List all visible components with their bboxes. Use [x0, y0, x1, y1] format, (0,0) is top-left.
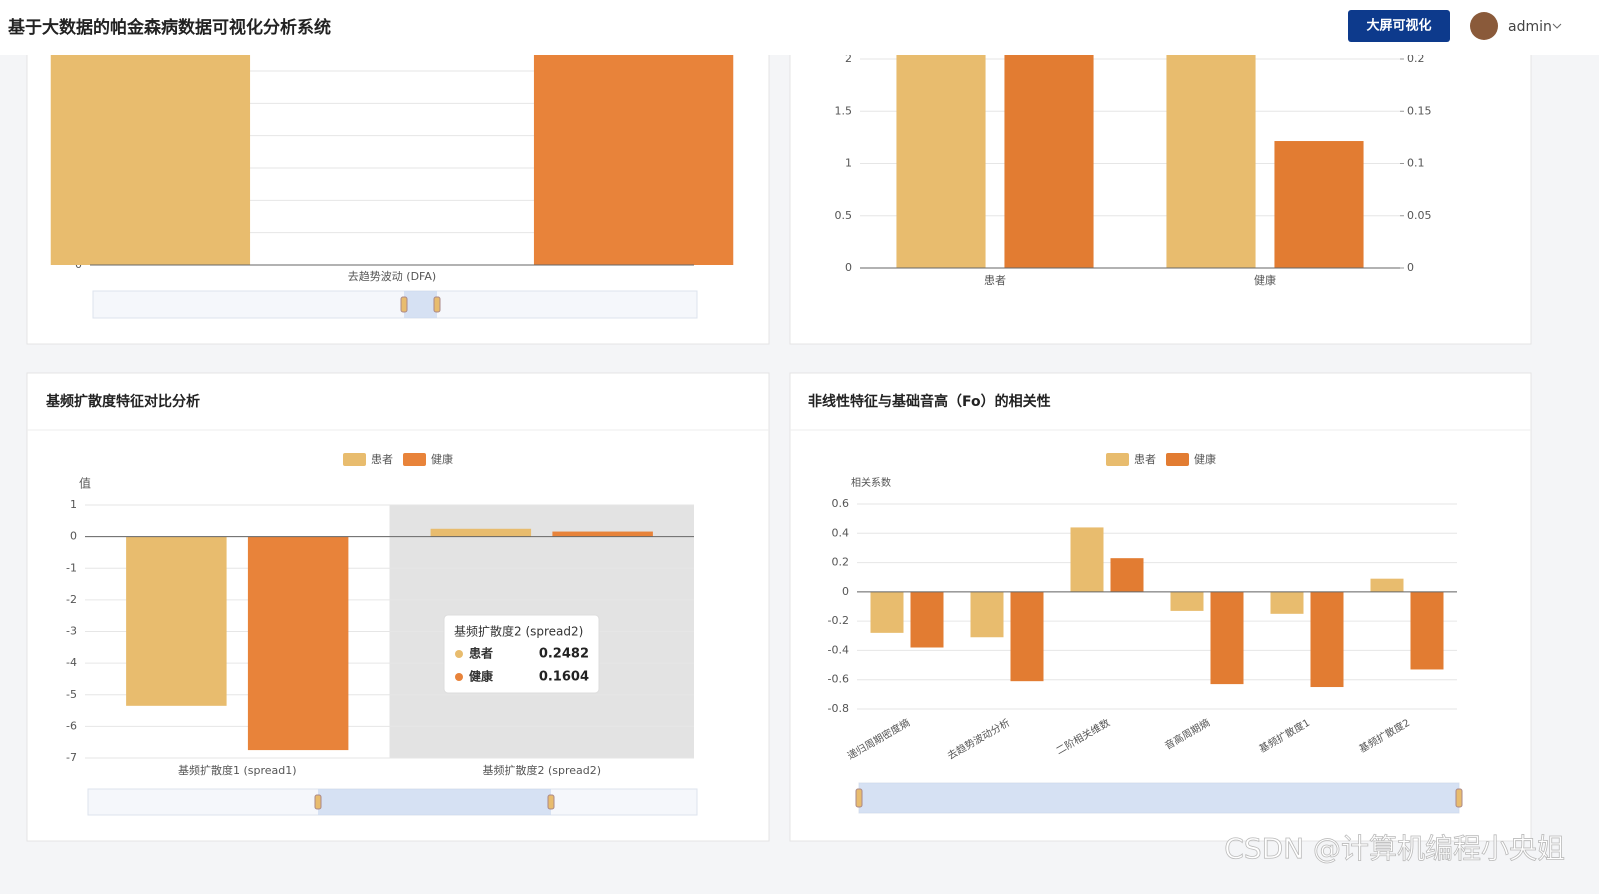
y2-tick-label: 0.15: [1407, 104, 1432, 117]
zoom-handle: [314, 794, 322, 810]
bar: [1010, 591, 1044, 682]
y-tick-label: 1: [845, 157, 852, 170]
bar: [1004, 54, 1094, 268]
y-tick-label: -6: [66, 719, 77, 732]
tooltip-dot: [455, 650, 463, 658]
y-tick-label: -4: [66, 656, 77, 669]
y2-tick-label: 0: [1407, 261, 1414, 274]
panel-title: 基频扩散度特征对比分析: [46, 393, 200, 410]
bar: [1370, 578, 1404, 592]
bar: [1274, 141, 1364, 268]
y-tick-label: -5: [66, 688, 77, 701]
zoom-handle: [855, 788, 863, 808]
avatar[interactable]: [1470, 12, 1498, 40]
bar: [1070, 527, 1104, 592]
legend-swatch: [403, 453, 426, 466]
zoom-handle: [400, 296, 408, 313]
panel-title: 非线性特征与基础音高（Fo）的相关性: [808, 393, 1051, 410]
charts: 00.10.20.30.40.50.6去趋势波动 (DFA)00.511.520…: [46, 52, 1463, 816]
legend-label: 患者: [371, 453, 393, 466]
bar: [970, 591, 1004, 638]
y-tick-label: 0.5: [835, 209, 853, 222]
user-name[interactable]: admin: [1508, 19, 1552, 35]
legend-label: 健康: [431, 452, 453, 466]
tooltip-value: 0.1604: [539, 670, 589, 685]
y-tick-label: -2: [66, 593, 77, 606]
zoom-handle: [433, 296, 441, 313]
tooltip-series: 患者: [469, 646, 493, 661]
zoom-track: [92, 290, 698, 319]
y-tick-label: -0.6: [828, 673, 849, 686]
y-tick-label: 0.2: [832, 556, 850, 569]
y-tick-label: 0: [842, 585, 849, 598]
bar: [1110, 558, 1144, 592]
y2-tick-label: 0.2: [1407, 52, 1425, 65]
y-tick-label: 0: [845, 261, 852, 274]
tooltip-series: 健康: [469, 669, 494, 684]
tooltip-title: 基频扩散度2 (spread2): [454, 624, 583, 639]
y-tick-label: -7: [66, 751, 77, 764]
bar: [552, 531, 653, 537]
y-tick-label: 1: [70, 498, 77, 511]
y-tick-label: 1.5: [835, 104, 853, 117]
y-tick-label: -0.4: [828, 643, 849, 656]
zoom-window: [859, 783, 1459, 813]
bar: [126, 536, 227, 706]
app-title: 基于大数据的帕金森病数据可视化分析系统: [7, 17, 331, 38]
y-axis-label: 相关系数: [851, 476, 891, 489]
tooltip-dot: [455, 673, 463, 681]
y-tick-label: 0: [70, 530, 77, 543]
bar: [1410, 591, 1444, 670]
bar: [1310, 591, 1344, 688]
zoom-window: [318, 789, 551, 815]
big-screen-button[interactable]: [1348, 10, 1450, 42]
y-tick-label: 2: [845, 52, 852, 65]
bar: [430, 528, 532, 537]
x-tick-label: 基频扩散度2 (spread2): [482, 763, 601, 777]
zoom-handle: [1455, 788, 1463, 808]
bar: [1270, 591, 1304, 614]
watermark: CSDN @计算机编程小央姐: [1224, 832, 1565, 865]
bar: [247, 536, 349, 751]
bar: [1170, 591, 1204, 611]
y-tick-label: -0.2: [828, 614, 849, 627]
x-tick-label: 去趋势波动 (DFA): [348, 270, 436, 283]
y2-tick-label: 0.05: [1407, 209, 1432, 222]
y2-tick-label: 0.1: [1407, 157, 1425, 170]
tooltip: [443, 614, 600, 694]
legend-swatch: [1166, 453, 1189, 466]
x-tick-label: 患者: [984, 274, 1006, 287]
y-tick-label: 0.6: [832, 497, 850, 510]
bar: [50, 54, 251, 266]
dropdown-arrow[interactable]: [1552, 23, 1562, 29]
bar: [870, 591, 904, 633]
zoom-handle: [547, 794, 555, 810]
legend-label: 健康: [1194, 452, 1216, 466]
zoom-window: [404, 291, 437, 318]
legend-swatch: [1106, 453, 1129, 466]
bar: [896, 54, 986, 268]
header: [0, 0, 1599, 55]
bar: [1210, 591, 1244, 685]
y-tick-label: -0.8: [828, 702, 849, 715]
y-tick-label: -1: [66, 561, 77, 574]
legend-swatch: [343, 453, 366, 466]
button-label[interactable]: 大屏可视化: [1366, 18, 1431, 34]
x-tick-label: 基频扩散度1 (spread1): [178, 763, 297, 777]
x-tick-label: 健康: [1254, 273, 1276, 287]
bar: [533, 54, 734, 266]
y-axis-label: 值: [79, 476, 91, 491]
bar: [1166, 54, 1256, 268]
bar: [910, 591, 944, 648]
y-tick-label: 0.4: [832, 526, 850, 539]
y-tick-label: -3: [66, 625, 77, 638]
legend-label: 患者: [1134, 453, 1156, 466]
tooltip-value: 0.2482: [539, 647, 589, 662]
